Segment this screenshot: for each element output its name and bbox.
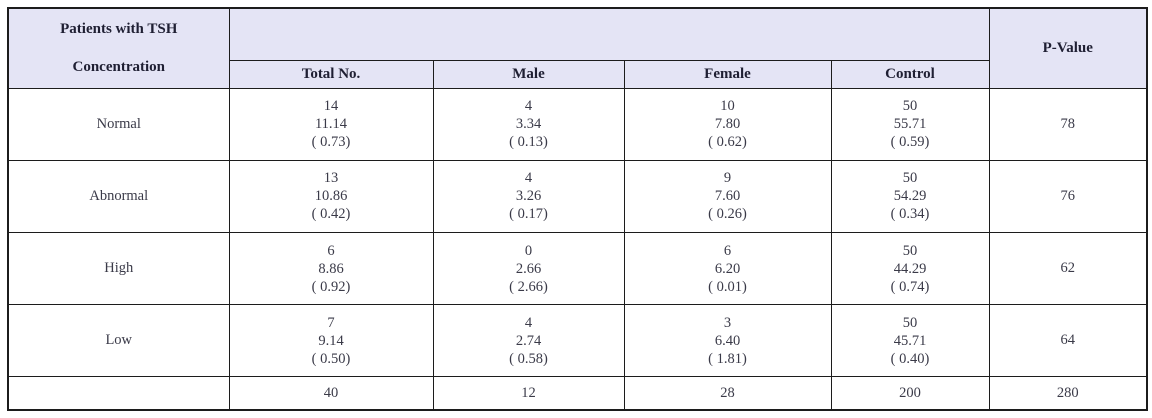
cell-female: 3 6.40 ( 1.81) [623, 304, 832, 378]
totals-male: 12 [432, 376, 625, 411]
cell-total: 7 9.14 ( 0.50) [228, 304, 434, 378]
cell-female: 9 7.60 ( 0.26) [623, 159, 832, 233]
cell-p-value: 76 [988, 159, 1148, 233]
col-header-male: Male [432, 59, 625, 89]
cell-total: 13 10.86 ( 0.42) [228, 159, 434, 233]
cell-control: 50 55.71 ( 0.59) [830, 87, 990, 161]
cell-count: 50 [902, 242, 918, 259]
cell-mean: 6.40 [714, 332, 741, 349]
cell-count: 4 [524, 170, 533, 187]
cell-paren: ( 0.17) [509, 206, 548, 223]
cell-female: 10 7.80 ( 0.62) [623, 87, 832, 161]
cell-count: 6 [327, 242, 335, 259]
col-header-control: Control [830, 59, 990, 89]
cell-control: 50 44.29 ( 0.74) [830, 231, 990, 306]
cell-paren: ( 0.42) [311, 206, 351, 223]
cell-mean: 55.71 [893, 116, 927, 133]
cell-male: 4 2.74 ( 0.58) [432, 304, 625, 378]
cell-mean: 45.71 [893, 332, 927, 349]
row-group-header-line1: Patients with TSH [60, 20, 178, 37]
cell-mean: 9.14 [318, 332, 344, 349]
cell-mean: 11.14 [314, 116, 348, 133]
cell-male: 4 3.34 ( 0.13) [432, 87, 625, 161]
col-header-total-no: Total No. [228, 59, 434, 89]
cell-male: 0 2.66 ( 2.66) [432, 231, 625, 306]
cell-mean: 54.29 [893, 188, 927, 205]
group-header-spacer [228, 7, 990, 61]
totals-female: 28 [623, 376, 832, 411]
table-row-totals: 40 12 28 200 280 [7, 376, 1148, 411]
cell-mean: 6.20 [714, 260, 741, 277]
cell-total: 6 8.86 ( 0.92) [228, 231, 434, 306]
cell-paren: ( 0.73) [311, 134, 351, 151]
cell-count: 4 [524, 314, 533, 331]
table-row-high: High 6 8.86 ( 0.92) 0 2.66 ( 2.66) 6 6.2… [7, 231, 1148, 306]
totals-label [7, 376, 230, 411]
cell-count: 14 [323, 98, 339, 115]
cell-mean: 7.60 [714, 188, 741, 205]
cell-paren: ( 0.58) [509, 350, 548, 367]
cell-paren: ( 0.34) [890, 206, 930, 223]
cell-paren: ( 1.81) [708, 350, 747, 367]
cell-paren: ( 0.62) [708, 134, 747, 151]
cell-count: 4 [524, 98, 533, 115]
cell-p-value: 78 [988, 87, 1148, 161]
cell-control: 50 45.71 ( 0.40) [830, 304, 990, 378]
col-header-female: Female [623, 59, 832, 89]
cell-control: 50 54.29 ( 0.34) [830, 159, 990, 233]
cell-paren: ( 0.13) [509, 134, 548, 151]
totals-p-value: 280 [988, 376, 1148, 411]
totals-total: 40 [228, 376, 434, 411]
table-row-abnormal: Abnormal 13 10.86 ( 0.42) 4 3.26 ( 0.17)… [7, 159, 1148, 233]
cell-paren: ( 0.50) [311, 350, 351, 367]
cell-count: 50 [902, 98, 918, 115]
row-label: High [7, 231, 230, 306]
cell-count: 0 [524, 242, 533, 259]
cell-count: 9 [723, 170, 732, 187]
cell-paren: ( 0.59) [890, 134, 930, 151]
col-header-p-value: P-Value [988, 7, 1148, 89]
cell-mean: 7.80 [714, 116, 741, 133]
cell-p-value: 62 [988, 231, 1148, 306]
row-group-header-line2: Concentration [72, 58, 166, 75]
cell-paren: ( 0.01) [708, 278, 747, 295]
row-group-header: Patients with TSH Concentration [7, 7, 230, 89]
cell-count: 3 [723, 314, 732, 331]
row-label: Low [7, 304, 230, 378]
row-label: Abnormal [7, 159, 230, 233]
cell-male: 4 3.26 ( 0.17) [432, 159, 625, 233]
cell-paren: ( 0.74) [890, 278, 930, 295]
cell-count: 50 [902, 170, 918, 187]
table-row-normal: Normal 14 11.14 ( 0.73) 4 3.34 ( 0.13) 1… [7, 87, 1148, 161]
totals-control: 200 [830, 376, 990, 411]
cell-count: 10 [720, 98, 735, 115]
tsh-concentration-table: Patients with TSH Concentration P-Value … [7, 7, 1148, 411]
cell-paren: ( 0.92) [311, 278, 351, 295]
cell-mean: 3.34 [515, 116, 542, 133]
cell-mean: 10.86 [314, 188, 348, 205]
table-row-low: Low 7 9.14 ( 0.50) 4 2.74 ( 0.58) 3 6.40… [7, 304, 1148, 378]
cell-p-value: 64 [988, 304, 1148, 378]
cell-mean: 3.26 [515, 188, 542, 205]
cell-female: 6 6.20 ( 0.01) [623, 231, 832, 306]
cell-paren: ( 0.26) [708, 206, 747, 223]
cell-mean: 44.29 [893, 260, 927, 277]
cell-count: 6 [723, 242, 732, 259]
cell-total: 14 11.14 ( 0.73) [228, 87, 434, 161]
cell-mean: 8.86 [318, 260, 344, 277]
cell-count: 50 [902, 314, 918, 331]
cell-count: 13 [323, 170, 339, 187]
cell-mean: 2.66 [515, 260, 542, 277]
cell-count: 7 [327, 314, 335, 331]
cell-mean: 2.74 [515, 332, 542, 349]
cell-paren: ( 0.40) [890, 350, 930, 367]
cell-paren: ( 2.66) [509, 278, 548, 295]
row-label: Normal [7, 87, 230, 161]
